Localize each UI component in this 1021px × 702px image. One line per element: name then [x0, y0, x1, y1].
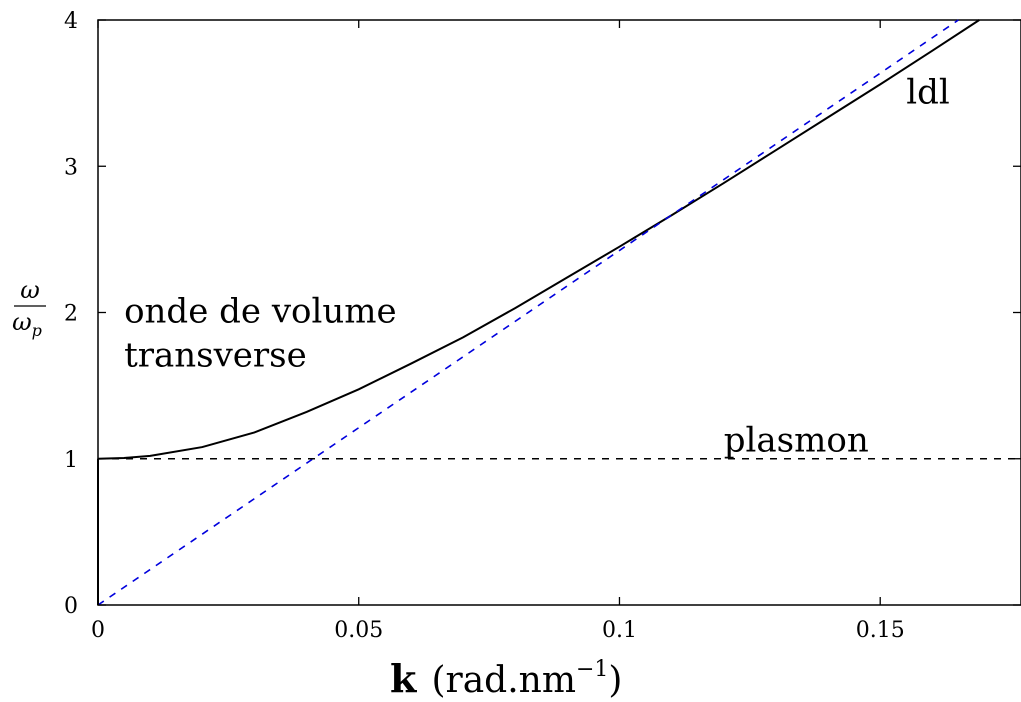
x-tick-label: 0.1	[602, 618, 637, 643]
y-tick-label: 1	[64, 448, 78, 473]
annotation-ldl: ldl	[906, 72, 950, 112]
y-tick-label: 4	[64, 9, 78, 34]
x-axis-label-close: )	[608, 660, 622, 701]
x-axis-label: k (rad.nm−1)	[390, 656, 622, 701]
annotation-onde2: transverse	[124, 336, 307, 376]
x-axis-label-exponent: −1	[576, 657, 608, 682]
x-tick-label: 0.15	[856, 618, 905, 643]
annotation-onde1: onde de volume	[124, 292, 397, 332]
annotation-plasmon: plasmon	[724, 420, 869, 460]
x-axis-label-bold: k	[390, 656, 417, 701]
y-axis-label-denominator: ω	[12, 308, 32, 336]
y-tick-label: 0	[64, 594, 78, 619]
x-tick-label: 0.05	[334, 618, 383, 643]
svg-text:k (rad.nm−1): k (rad.nm−1)	[390, 656, 622, 701]
series-layer	[97, 19, 1021, 606]
y-axis-label-numerator: ω	[20, 276, 40, 304]
tick-layer: 0 0.05 0.1 0.15 0 1 2 3 4	[64, 9, 1021, 643]
svg-text:ωp: ωp	[12, 308, 42, 340]
y-tick-label: 2	[64, 302, 78, 327]
x-axis-label-text: (rad.nm	[431, 660, 576, 701]
series-line-2	[97, 19, 959, 606]
y-axis-label-subscript: p	[32, 321, 42, 340]
x-tick-label: 0	[91, 618, 105, 643]
y-axis-label: ω ωp	[12, 276, 46, 340]
y-tick-label: 3	[64, 155, 78, 180]
series-line-1	[97, 19, 980, 460]
